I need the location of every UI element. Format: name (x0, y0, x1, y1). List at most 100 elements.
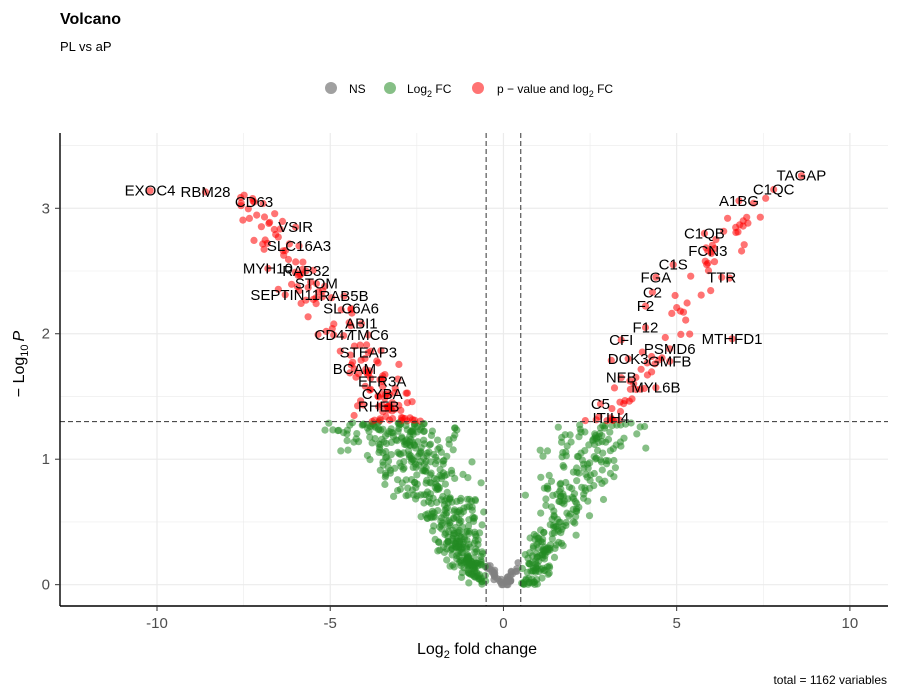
legend-pfc-sub: 2 (589, 89, 594, 99)
point-pfc (381, 371, 389, 379)
point-pfc (632, 385, 640, 394)
point-fc (321, 426, 329, 434)
point-pfc (274, 233, 282, 241)
gene-label: CD47 (315, 327, 353, 344)
point-pfc (394, 375, 402, 383)
legend-pfc-rest: FC (594, 82, 614, 96)
point-fc (477, 556, 485, 564)
point-pfc (395, 360, 403, 368)
point-pfc (687, 272, 695, 280)
point-pfc (245, 214, 253, 222)
point-pfc (625, 397, 633, 405)
y-axis-title: − Log10 P (11, 330, 31, 397)
point-fc (537, 473, 545, 481)
point-pfc (340, 292, 348, 300)
point-pfc (292, 258, 300, 266)
point-fc (443, 556, 451, 564)
point-pfc (302, 296, 310, 304)
gene-labels: EXOC4 RBM28CD63VSIRSLC16A3MYH10RAB32STOMS… (125, 168, 827, 427)
point-pfc (319, 287, 327, 295)
point-pfc (146, 187, 154, 195)
point-fc (465, 553, 473, 561)
point-pfc (682, 316, 690, 324)
point-pfc (643, 359, 651, 367)
gene-label: TMC6 (348, 327, 389, 344)
point-fc (468, 458, 476, 466)
x-tick-label: -5 (324, 615, 337, 632)
x-tick-label: 10 (842, 615, 859, 632)
point-fc (558, 433, 566, 442)
gene-label: C5 (591, 396, 610, 413)
point-fc (555, 518, 563, 526)
point-pfc (364, 349, 372, 357)
point-fc (387, 451, 395, 459)
point-fc (572, 507, 580, 515)
point-fc (473, 547, 481, 556)
point-fc (606, 428, 614, 436)
point-fc (537, 509, 545, 517)
point-fc (403, 426, 411, 434)
point-fc (434, 547, 442, 555)
point-ns (497, 579, 505, 587)
point-pfc (274, 285, 282, 293)
point-pfc (312, 280, 320, 288)
point-fc (446, 519, 454, 527)
point-pfc (250, 236, 258, 244)
point-fc (427, 431, 436, 439)
point-fc (550, 553, 559, 562)
point-pfc (617, 336, 625, 344)
point-pfc (367, 374, 375, 382)
point-pfc (347, 322, 355, 330)
point-fc (396, 485, 404, 493)
point-fc (616, 438, 625, 446)
point-fc (539, 452, 547, 460)
point-fc (538, 574, 546, 582)
point-fc (451, 424, 459, 432)
point-fc (420, 499, 428, 507)
point-fc (408, 476, 416, 484)
point-fc (550, 507, 558, 515)
point-fc (468, 503, 476, 511)
gene-label: C1QC (753, 181, 795, 198)
point-fc (573, 464, 581, 472)
point-pfc (285, 240, 293, 248)
y-axis-title-prefix: − Log (11, 357, 28, 397)
y-axis-title-sub: 10 (19, 344, 31, 356)
point-pfc (352, 373, 360, 381)
point-fc (440, 456, 448, 465)
point-pfc (257, 223, 265, 231)
legend: NS Log2 FC p − value and log2 FC (325, 82, 613, 99)
point-fc (457, 494, 465, 502)
point-fc (537, 526, 545, 534)
point-fc (413, 471, 421, 479)
point-fc (417, 513, 425, 521)
gene-label: PSMD6 (644, 341, 696, 358)
point-fc (592, 454, 600, 462)
gene-label: DOK3 (608, 351, 649, 368)
point-fc (641, 422, 649, 431)
point-pfc (309, 266, 317, 274)
point-pfc (357, 320, 365, 328)
point-fc (562, 518, 570, 527)
gene-label: ABI1 (345, 316, 378, 333)
point-pfc (704, 259, 712, 267)
point-pfc (379, 383, 387, 391)
point-fc (459, 470, 467, 478)
point-pfc (357, 397, 365, 405)
point-pfc (704, 267, 713, 275)
legend-swatch-ns (325, 82, 337, 94)
point-pfc (347, 305, 355, 313)
point-fc (572, 531, 580, 539)
point-fc (441, 480, 449, 488)
point-pfc (720, 227, 728, 235)
point-fc (447, 466, 456, 474)
point-pfc (307, 278, 315, 286)
point-fc (412, 463, 420, 471)
point-pfc (318, 293, 326, 301)
point-fc (521, 491, 530, 499)
point-pfc (350, 411, 358, 420)
gene-label: C1QB (684, 225, 725, 242)
axes (59, 133, 888, 607)
caption: total = 1162 variables (773, 673, 887, 687)
point-pfc (704, 247, 712, 255)
